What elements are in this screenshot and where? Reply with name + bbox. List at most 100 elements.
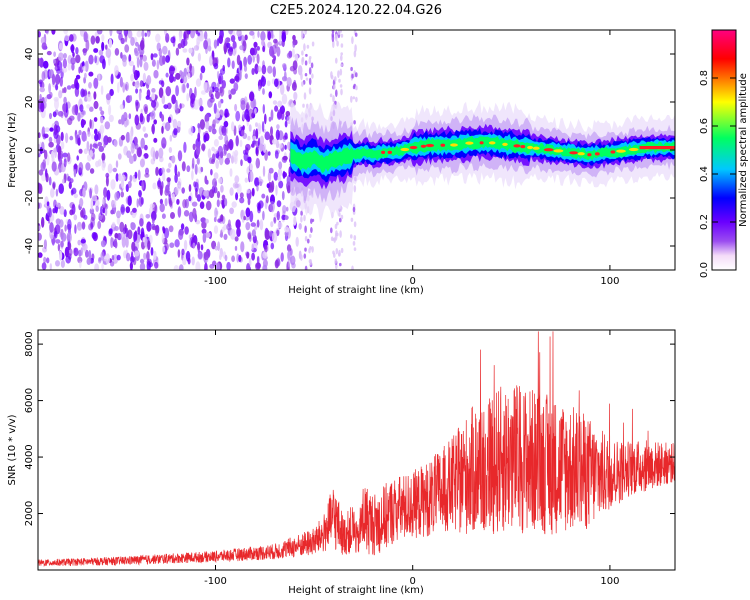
- noise-cell: [139, 158, 145, 168]
- noise-cell: [351, 265, 354, 270]
- noise-cell: [152, 225, 158, 231]
- noise-cell: [78, 148, 83, 154]
- noise-cell: [141, 30, 145, 38]
- noise-cell: [189, 30, 196, 39]
- noise-cell: [139, 258, 145, 264]
- noise-cell: [49, 263, 52, 270]
- noise-cell: [303, 214, 306, 222]
- noise-cell: [262, 104, 265, 114]
- noise-cell: [146, 251, 150, 261]
- noise-cell: [351, 73, 354, 79]
- noise-cell: [231, 201, 237, 208]
- noise-cell: [175, 85, 180, 97]
- noise-cell: [161, 125, 164, 134]
- noise-cell: [249, 163, 253, 171]
- noise-cell: [219, 233, 223, 238]
- noise-cell: [228, 93, 232, 100]
- signal-peak: [425, 143, 435, 148]
- noise-cell: [105, 44, 108, 50]
- noise-cell: [175, 72, 181, 80]
- noise-cell: [40, 102, 45, 113]
- noise-cell: [81, 119, 87, 126]
- noise-cell: [350, 234, 353, 239]
- noise-cell: [304, 235, 308, 242]
- noise-cell: [257, 30, 260, 38]
- noise-cell: [182, 257, 187, 266]
- noise-cell: [254, 108, 257, 114]
- noise-cell: [40, 161, 46, 172]
- noise-cell: [101, 160, 106, 171]
- snr-series-line: [38, 331, 675, 567]
- signal-peak: [520, 145, 526, 149]
- noise-cell: [78, 162, 84, 173]
- noise-cell: [229, 168, 233, 177]
- noise-cell: [69, 34, 74, 42]
- noise-cell: [55, 260, 60, 267]
- noise-cell: [165, 86, 172, 97]
- noise-cell: [155, 150, 159, 160]
- noise-cell: [350, 66, 353, 72]
- noise-cell: [260, 76, 266, 87]
- noise-cell: [228, 30, 233, 35]
- noise-cell: [239, 70, 242, 81]
- noise-cell: [86, 94, 92, 102]
- noise-cell: [274, 150, 279, 159]
- noise-cell: [101, 41, 105, 52]
- noise-cell: [262, 45, 265, 53]
- noise-cell: [294, 53, 299, 63]
- noise-cell: [301, 56, 305, 63]
- noise-cell: [76, 134, 81, 146]
- noise-cell: [339, 230, 342, 238]
- noise-cell: [293, 91, 298, 101]
- noise-cell: [217, 82, 220, 88]
- noise-cell: [269, 230, 273, 237]
- noise-cell: [307, 238, 310, 244]
- noise-cell: [183, 239, 188, 251]
- noise-cell: [184, 226, 189, 235]
- noise-cell: [52, 111, 57, 118]
- noise-cell: [201, 143, 206, 151]
- noise-cell: [67, 234, 71, 242]
- noise-cell: [128, 60, 134, 67]
- noise-cell: [165, 121, 171, 132]
- noise-cell: [84, 135, 88, 141]
- noise-cell: [256, 185, 259, 192]
- noise-cell: [276, 200, 282, 208]
- noise-cell: [277, 168, 283, 177]
- noise-cell: [260, 30, 266, 42]
- noise-cell: [193, 45, 199, 51]
- signal-peak: [594, 152, 600, 156]
- noise-cell: [67, 117, 73, 126]
- noise-cell: [108, 104, 112, 116]
- noise-cell: [120, 191, 124, 198]
- noise-cell: [51, 161, 57, 172]
- noise-cell: [277, 175, 282, 182]
- noise-cell: [183, 141, 187, 153]
- noise-cell: [308, 248, 311, 254]
- noise-cell: [57, 110, 64, 117]
- noise-cell: [300, 216, 303, 223]
- noise-cell: [270, 221, 274, 228]
- noise-cell: [255, 122, 258, 127]
- noise-cell: [353, 50, 357, 58]
- noise-cell: [101, 262, 104, 270]
- colorbar-gradient: [711, 29, 737, 271]
- noise-cell: [289, 65, 295, 72]
- noise-cell: [236, 30, 242, 37]
- noise-cell: [128, 113, 132, 120]
- noise-cell: [65, 255, 71, 264]
- noise-cell: [150, 53, 154, 61]
- noise-cell: [281, 31, 287, 43]
- noise-cell: [125, 227, 129, 239]
- noise-cell: [183, 210, 190, 217]
- noise-cell: [116, 210, 121, 219]
- y-tick-label: 2000: [24, 501, 35, 526]
- noise-cell: [244, 73, 248, 79]
- signal-band: [290, 114, 675, 204]
- noise-cell: [304, 225, 307, 233]
- noise-cell: [147, 240, 151, 251]
- noise-cell: [61, 232, 67, 242]
- noise-cell: [60, 141, 65, 150]
- noise-cell: [243, 65, 248, 72]
- noise-cell: [38, 232, 42, 241]
